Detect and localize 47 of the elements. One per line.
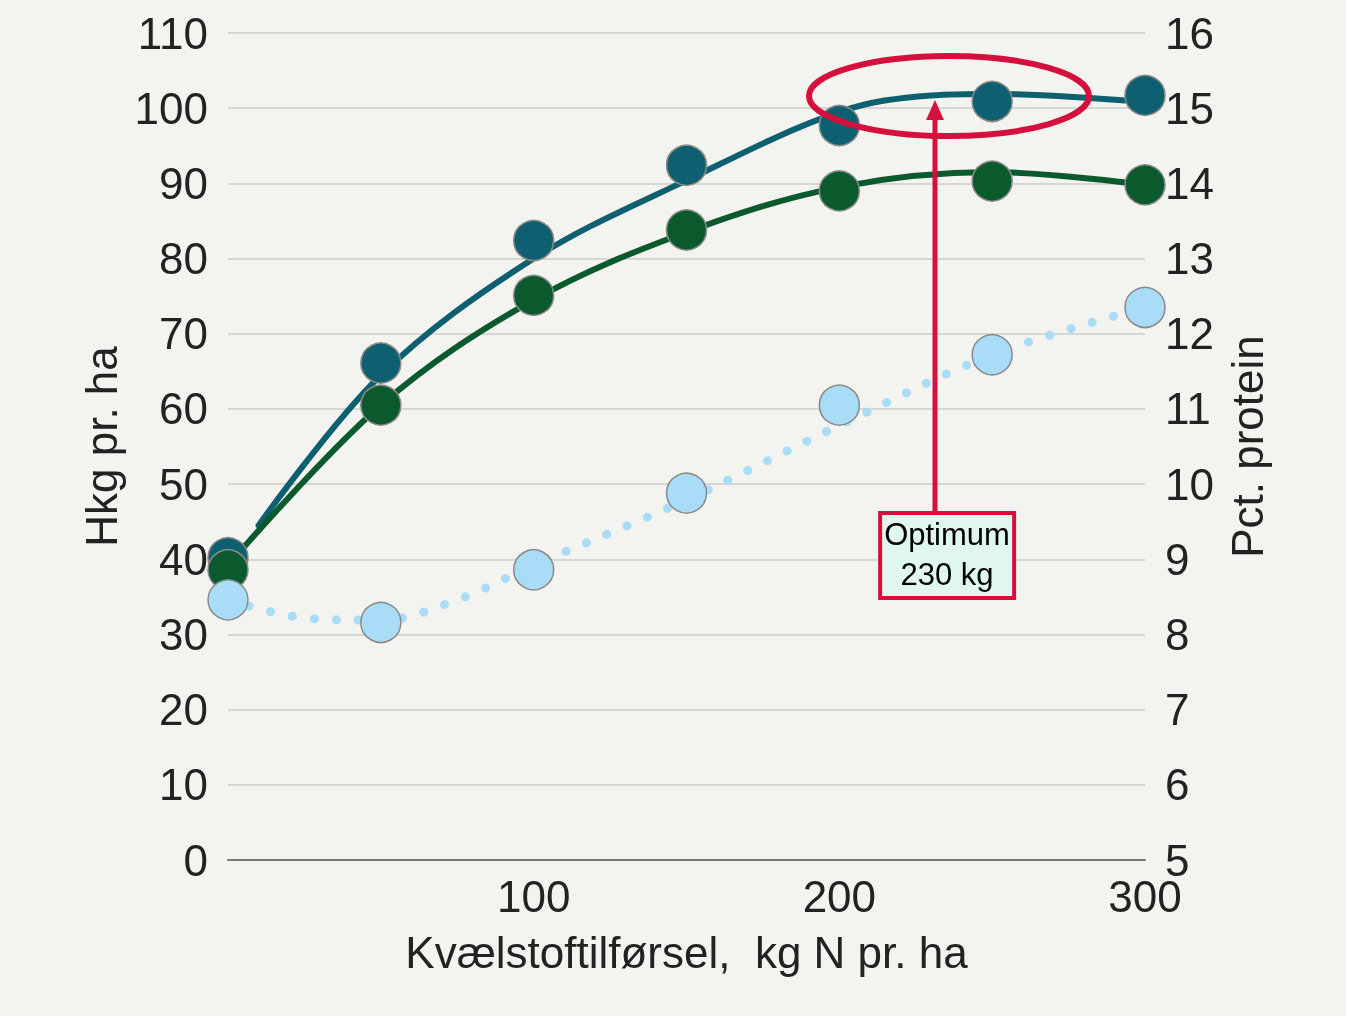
x-tick-label: 100	[496, 871, 571, 921]
y2-tick-label: 7	[1165, 685, 1190, 735]
point	[971, 80, 1013, 123]
point	[971, 334, 1013, 376]
point	[360, 384, 402, 426]
y2-tick-label: 15	[1165, 83, 1214, 133]
y2-tick-label: 6	[1165, 760, 1190, 810]
y-tick-label: 10	[159, 760, 208, 810]
point	[512, 219, 555, 262]
y-tick-label: 80	[159, 234, 208, 284]
point	[1124, 74, 1166, 117]
point	[1124, 286, 1166, 329]
annotation: Optimum 230 kg	[878, 511, 1016, 600]
point	[818, 384, 861, 426]
point	[360, 601, 402, 644]
x-axis-title: Kvælstoftilførsel, kg N pr. ha	[405, 927, 969, 977]
point	[665, 472, 708, 514]
point	[512, 549, 555, 591]
point	[512, 274, 555, 317]
y2-tick-label: 13	[1165, 234, 1214, 284]
y-tick-label: 40	[159, 534, 208, 584]
point	[971, 160, 1013, 202]
y-tick-label: 110	[137, 8, 208, 58]
point	[665, 209, 708, 251]
y2-tick-label: 8	[1165, 609, 1190, 659]
point	[207, 579, 249, 621]
y-tick-label: 70	[159, 309, 208, 359]
y-tick-label: 20	[159, 685, 208, 735]
point	[818, 170, 861, 212]
y-tick-label: 50	[159, 459, 208, 509]
x-tick-label: 200	[802, 871, 877, 921]
y2-tick-label: 14	[1165, 158, 1214, 208]
y-axis-title: Hkg pr. ha	[77, 345, 127, 547]
point	[1124, 164, 1166, 206]
y2-tick-label: 10	[1165, 459, 1214, 509]
point	[360, 342, 402, 384]
y2-tick-label: 16	[1165, 8, 1214, 58]
y2-tick-label: 9	[1165, 534, 1190, 584]
y2-axis-title: Pct. protein	[1222, 335, 1272, 558]
point	[665, 144, 708, 187]
y-tick-label: 0	[183, 835, 208, 885]
y-tick-label: 90	[159, 158, 208, 208]
y2-tick-label: 11	[1165, 384, 1211, 434]
y-tick-label: 30	[159, 609, 208, 659]
y2-tick-label: 12	[1165, 309, 1214, 359]
y-tick-label: 60	[159, 384, 208, 434]
y-tick-label: 100	[134, 83, 208, 133]
